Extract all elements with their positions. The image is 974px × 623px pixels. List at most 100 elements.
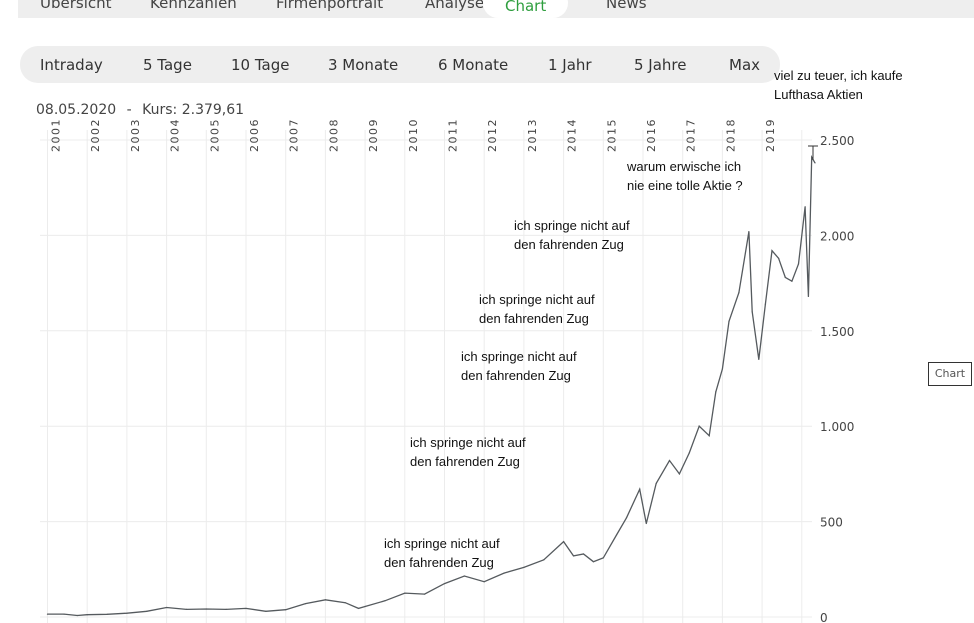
data-point bbox=[364, 605, 366, 608]
x-tick-label: 2006 bbox=[248, 118, 261, 152]
tab-übersicht[interactable]: Übersicht bbox=[40, 0, 112, 12]
data-point bbox=[708, 435, 710, 437]
x-tick-label: 2018 bbox=[724, 118, 737, 152]
price-line bbox=[47, 154, 816, 617]
x-tick-label: 2017 bbox=[685, 118, 698, 152]
data-point bbox=[443, 583, 446, 585]
data-point bbox=[814, 162, 816, 164]
tab-firmenportrait[interactable]: Firmenportrait bbox=[276, 0, 384, 12]
data-point bbox=[285, 609, 287, 611]
data-point bbox=[384, 600, 386, 602]
data-point bbox=[791, 280, 793, 282]
y-tick-label: 2.000 bbox=[820, 229, 854, 243]
y-tick-label: 500 bbox=[820, 516, 843, 530]
data-point bbox=[771, 250, 773, 252]
data-point bbox=[688, 452, 690, 454]
data-point bbox=[225, 608, 227, 610]
top-navigation: Übersicht Kennzahlen Firmenportrait Analyse… bbox=[18, 0, 974, 18]
x-tick-label: 2002 bbox=[89, 118, 102, 152]
tab-analyse[interactable]: Analyse bbox=[425, 0, 485, 12]
range-3-monate[interactable]: 3 Monate bbox=[328, 56, 399, 74]
x-tick-label: 2004 bbox=[169, 118, 182, 152]
y-tick-label: 0 bbox=[820, 611, 828, 623]
range-1-jahr[interactable]: 1 Jahr bbox=[548, 56, 592, 74]
annotation-text: ich springe nicht auf den fahrenden Zug bbox=[461, 349, 577, 383]
data-point bbox=[678, 473, 680, 475]
price-value: Kurs: 2.379,61 bbox=[142, 102, 245, 118]
data-point bbox=[758, 358, 760, 361]
data-point bbox=[615, 534, 618, 536]
data-point bbox=[523, 566, 525, 568]
chart-button[interactable]: Chart bbox=[928, 362, 972, 386]
data-point bbox=[625, 517, 628, 519]
x-tick-label: 2003 bbox=[129, 118, 142, 152]
range-6-monate[interactable]: 6 Monate bbox=[438, 56, 509, 74]
x-tick-label: 2016 bbox=[645, 118, 658, 152]
price-header: 08.05.2020 - Kurs: 2.379,61 bbox=[36, 102, 244, 118]
data-point bbox=[748, 230, 750, 233]
data-point bbox=[46, 613, 49, 615]
data-point bbox=[304, 603, 307, 605]
tab-news[interactable]: News bbox=[606, 0, 647, 12]
data-point bbox=[655, 482, 657, 485]
range-intraday[interactable]: Intraday bbox=[40, 56, 103, 74]
data-point bbox=[543, 559, 545, 561]
annotation-text: ich springe nicht auf den fahrenden Zug bbox=[384, 536, 500, 570]
data-point bbox=[503, 572, 505, 574]
annotation-text: warum erwische ich nie eine tolle Aktie … bbox=[627, 159, 743, 193]
data-point bbox=[205, 608, 207, 610]
data-point bbox=[582, 553, 585, 555]
annotation-text: viel zu teuer, ich kaufe Lufthasa Aktien bbox=[774, 68, 903, 102]
data-point bbox=[778, 257, 780, 259]
x-tick-label: 2012 bbox=[486, 118, 499, 152]
data-point bbox=[463, 575, 465, 577]
x-tick-label: 2005 bbox=[208, 118, 221, 152]
x-tick-label: 2001 bbox=[50, 118, 63, 152]
data-point bbox=[63, 613, 65, 615]
data-point bbox=[86, 614, 88, 616]
x-tick-label: 2010 bbox=[407, 118, 420, 152]
data-point bbox=[784, 276, 786, 278]
data-point bbox=[324, 599, 326, 601]
x-tick-label: 2013 bbox=[526, 118, 539, 152]
x-tick-label: 2011 bbox=[447, 118, 460, 152]
x-tick-label: 2015 bbox=[605, 118, 618, 152]
separator: - bbox=[126, 102, 132, 118]
tab-chart[interactable]: Chart bbox=[483, 0, 569, 18]
data-point bbox=[344, 602, 346, 604]
annotation-text: ich springe nicht auf den fahrenden Zug bbox=[410, 435, 526, 469]
data-point bbox=[76, 614, 78, 617]
data-point bbox=[106, 613, 108, 615]
data-point bbox=[715, 391, 717, 393]
data-point bbox=[245, 607, 247, 610]
range-5-tage[interactable]: 5 Tage bbox=[143, 56, 192, 74]
x-tick-label: 2007 bbox=[288, 118, 301, 152]
data-point bbox=[265, 610, 267, 612]
x-tick-label: 2009 bbox=[367, 118, 380, 152]
data-point bbox=[424, 593, 426, 595]
data-point bbox=[804, 206, 806, 208]
data-point bbox=[404, 592, 406, 594]
data-point bbox=[563, 541, 565, 543]
data-point bbox=[602, 557, 604, 559]
x-tick-label: 2014 bbox=[566, 118, 579, 152]
range-10-tage[interactable]: 10 Tage bbox=[231, 56, 290, 74]
data-point bbox=[797, 263, 800, 265]
range-max[interactable]: Max bbox=[729, 56, 761, 74]
data-point bbox=[698, 425, 700, 427]
tab-kennzahlen[interactable]: Kennzahlen bbox=[150, 0, 237, 12]
data-point bbox=[721, 368, 724, 370]
data-point bbox=[738, 292, 740, 294]
data-point bbox=[639, 488, 641, 490]
annotation-text: ich springe nicht auf den fahrenden Zug bbox=[514, 218, 630, 252]
data-point bbox=[764, 303, 767, 305]
data-point bbox=[668, 459, 671, 462]
data-point bbox=[146, 610, 148, 612]
time-range-selector: Intraday 5 Tage 10 Tage 3 Monate 6 Monate 1 J… bbox=[20, 46, 780, 83]
data-point bbox=[357, 607, 360, 610]
range-5-jahre[interactable]: 5 Jahre bbox=[634, 56, 687, 74]
data-point bbox=[807, 295, 810, 298]
x-tick-label: 2019 bbox=[764, 118, 777, 152]
data-point bbox=[645, 522, 647, 525]
